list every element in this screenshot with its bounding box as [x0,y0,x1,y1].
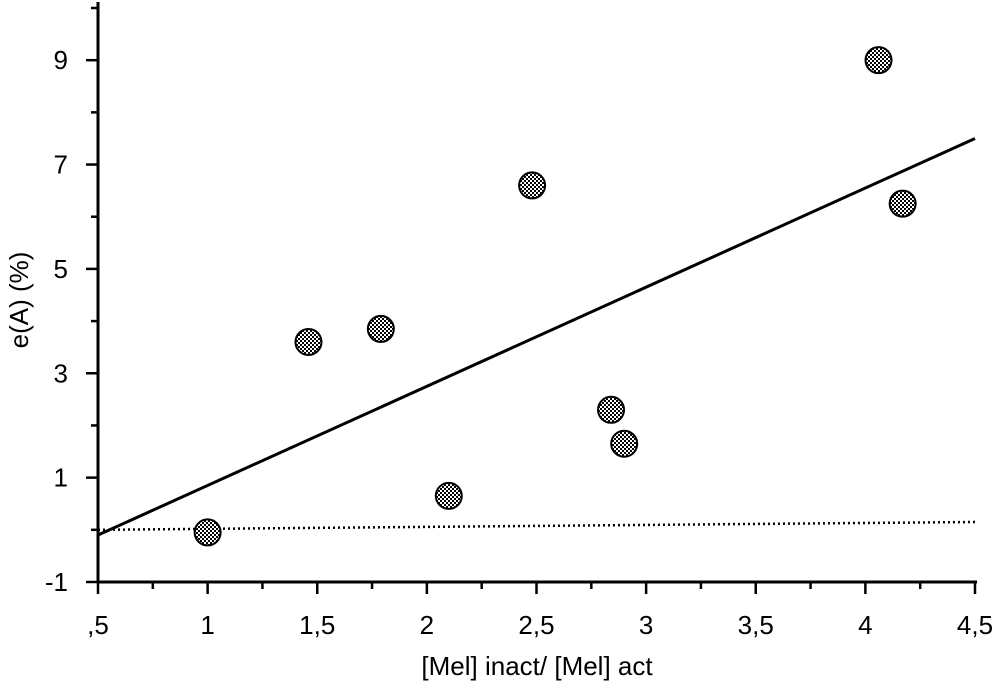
y-tick-label: -1 [45,567,68,597]
lines [97,137,976,537]
y-tick-label: 3 [54,358,68,388]
x-tick-label: 4,5 [957,610,993,640]
data-point [434,481,463,510]
data-points [193,46,917,547]
y-tick-label: 1 [54,463,68,493]
data-point [518,171,547,200]
data-point [597,395,626,424]
data-point [193,518,222,547]
tick-labels: ,5 1 1,5 2 2,5 3 3,5 4 4,5 -1 1 3 5 7 9 [45,45,993,640]
x-tick-label: 1 [200,610,214,640]
x-tick-label: ,5 [87,610,109,640]
y-axis-title: e(A) (%) [4,252,34,349]
x-tick-label: 3 [639,610,653,640]
data-point [294,327,323,356]
x-tick-label: 2,5 [518,610,554,640]
x-tick-label: 1,5 [299,610,335,640]
x-axis-title: [Mel] inact/ [Mel] act [421,651,653,681]
x-tick-label: 2 [420,610,434,640]
fit-line [97,137,976,537]
y-tick-label: 5 [54,254,68,284]
x-tick-label: 4 [858,610,872,640]
data-point [610,429,639,458]
data-point [864,46,893,75]
y-tick-label: 9 [54,45,68,75]
reference-line [97,520,976,532]
x-tick-label: 3,5 [738,610,774,640]
data-point [366,314,395,343]
y-tick-label: 7 [54,150,68,180]
data-point [888,189,917,218]
axes [86,2,977,594]
